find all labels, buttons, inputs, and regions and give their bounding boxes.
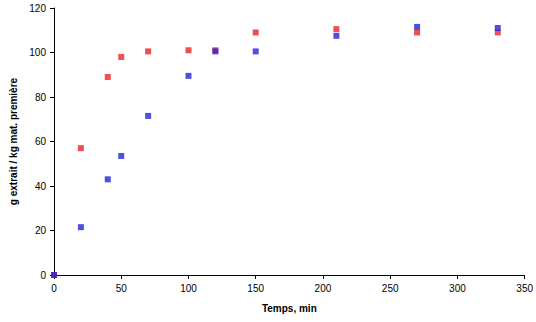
svg-text:20: 20 (35, 225, 47, 236)
svg-text:100: 100 (180, 283, 197, 294)
svg-text:300: 300 (449, 283, 466, 294)
svg-text:350: 350 (516, 283, 533, 294)
svg-text:0: 0 (40, 270, 46, 281)
svg-text:g extrait / kg mat. première: g extrait / kg mat. première (8, 77, 19, 205)
svg-text:60: 60 (35, 136, 47, 147)
svg-text:0: 0 (51, 283, 57, 294)
svg-text:150: 150 (247, 283, 264, 294)
svg-text:250: 250 (382, 283, 399, 294)
svg-text:50: 50 (116, 283, 128, 294)
svg-text:120: 120 (29, 3, 46, 14)
svg-text:40: 40 (35, 181, 47, 192)
svg-text:100: 100 (29, 47, 46, 58)
svg-text:200: 200 (315, 283, 332, 294)
svg-text:80: 80 (35, 92, 47, 103)
svg-text:Temps, min: Temps, min (262, 303, 317, 314)
